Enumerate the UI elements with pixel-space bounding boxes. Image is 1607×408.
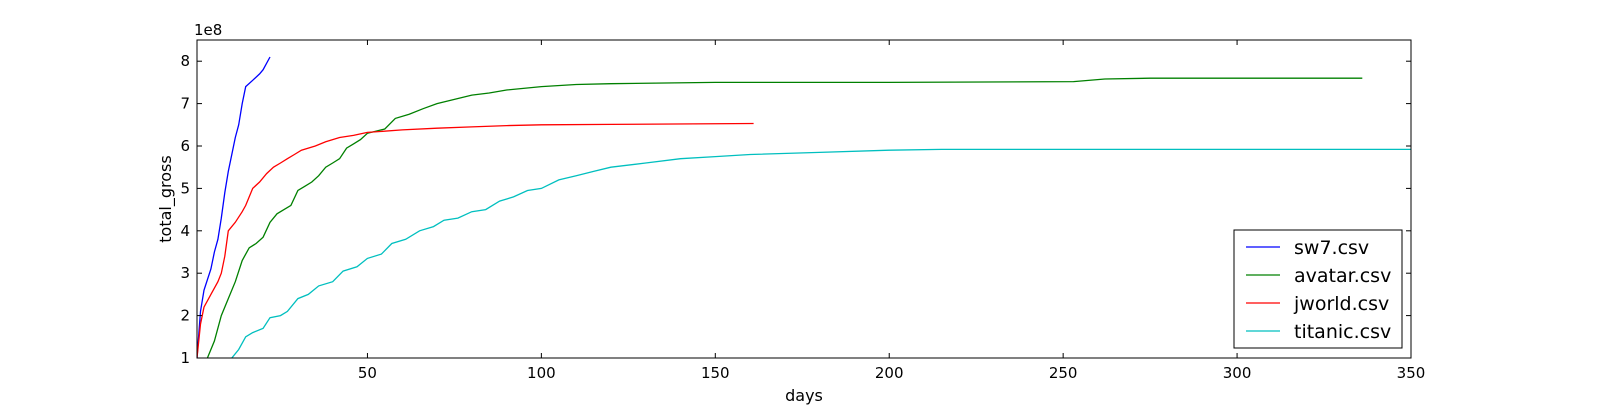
y-tick-label: 1: [180, 349, 190, 367]
legend-entry: jworld.csv: [1293, 293, 1389, 315]
y-tick-label: 2: [180, 307, 190, 325]
x-tick-label: 250: [1049, 364, 1078, 382]
y-axis-multiplier: 1e8: [194, 21, 222, 39]
x-tick-label: 300: [1223, 364, 1252, 382]
y-axis-label: total_gross: [156, 155, 176, 242]
x-axis-label: days: [785, 386, 823, 405]
plot-frame: [196, 39, 1412, 359]
legend-entry: titanic.csv: [1294, 321, 1391, 343]
y-tick-label: 5: [180, 179, 190, 197]
x-axis-ticks: 50 100 150 200 250 300 350: [358, 40, 1425, 382]
x-tick-label: 50: [358, 364, 377, 382]
series-line-avatar-csv: [206, 77, 1363, 358]
x-tick-label: 150: [701, 364, 730, 382]
y-tick-label: 4: [180, 222, 190, 240]
x-tick-label: 350: [1397, 364, 1426, 382]
y-tick-label: 3: [180, 264, 190, 282]
y-tick-label: 6: [180, 137, 190, 155]
y-axis-ticks: 1 2 3 4 5 6 7 8: [180, 52, 1411, 367]
x-tick-label: 200: [875, 364, 904, 382]
y-tick-label: 8: [180, 52, 190, 70]
legend: sw7.csv avatar.csv jworld.csv titanic.csv: [1233, 229, 1403, 349]
series-layer: [197, 56, 1411, 358]
legend-entry: sw7.csv: [1294, 237, 1369, 259]
series-line-sw7-csv: [197, 56, 271, 358]
legend-entry: avatar.csv: [1294, 265, 1391, 287]
x-tick-label: 100: [527, 364, 556, 382]
y-tick-label: 7: [180, 95, 190, 113]
legend-box: [1233, 229, 1403, 349]
series-line-jworld-csv: [197, 122, 754, 358]
series-line-titanic-csv: [231, 148, 1411, 358]
